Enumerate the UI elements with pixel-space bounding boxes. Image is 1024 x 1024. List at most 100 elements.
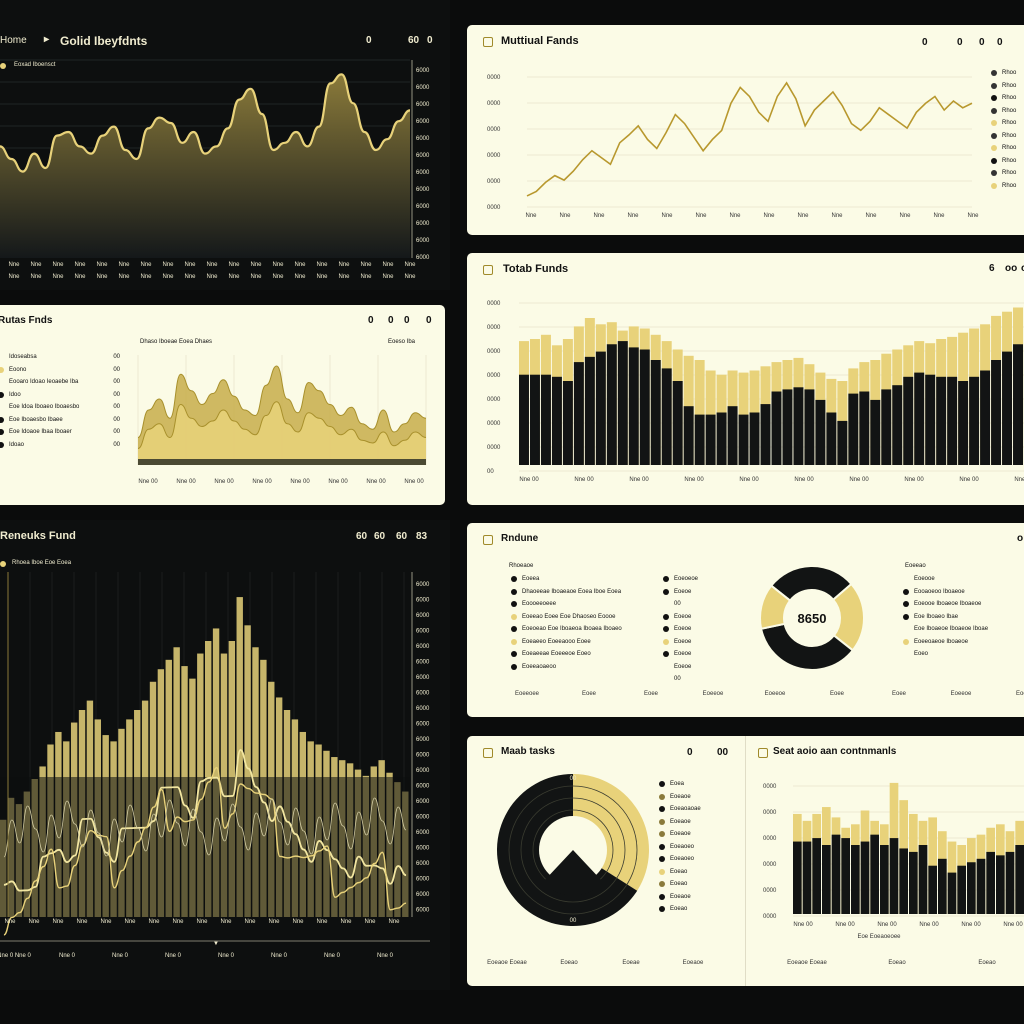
panel3-chart: Nne 00 Nne 00 Nne 00 Nne 00 Nne 00 Nne 00 Nne … bbox=[137, 355, 427, 485]
p7-legend-dot-7 bbox=[659, 868, 665, 875]
c1-xtick-13: Nne bbox=[294, 262, 306, 268]
p3-legend-dot-5 bbox=[0, 416, 4, 423]
c4-bar-dark bbox=[705, 414, 716, 465]
p2-legend-label-3: Rhoo bbox=[1002, 107, 1017, 114]
panel4-ctrl-0[interactable]: 6 bbox=[989, 263, 995, 274]
panel8-title: Seat aoio aan contnmanls bbox=[773, 746, 897, 757]
c1-ytick-3: 6000 bbox=[416, 119, 430, 125]
panel2-ctrl-2[interactable]: 0 bbox=[979, 37, 985, 48]
panel1-ctrl-2[interactable]: 0 bbox=[427, 35, 433, 46]
p8-bottom-2: Eoeao bbox=[978, 960, 996, 966]
c4-bar-dark bbox=[859, 391, 870, 465]
panel5-ctrl-3[interactable]: 83 bbox=[416, 531, 428, 542]
panel7-ctrl-0[interactable]: 0 bbox=[687, 747, 693, 758]
p7-legend-label-0: Eoea bbox=[670, 781, 685, 788]
panel1-ctrl-0[interactable]: 0 bbox=[366, 35, 372, 46]
panel7-legend: Eoea Eoeaoe Eoeaoaoae Eoeaoe Eoeaoe Eoeaoeo Eo… bbox=[659, 778, 739, 916]
c3-xtick-7: Nne 00 bbox=[404, 479, 424, 485]
p3-legend-item-1: Eoono 00 bbox=[0, 364, 120, 377]
c4-bar-dark bbox=[519, 374, 529, 465]
c8-xtick-2: Nne 00 bbox=[877, 922, 897, 928]
c4-bar-dark bbox=[991, 360, 1002, 465]
c8-bar-dark bbox=[957, 865, 966, 914]
c2-ytick-5: 0000 bbox=[487, 205, 501, 211]
panel2-ctrl-3[interactable]: 0 bbox=[997, 37, 1003, 48]
panel5-ctrl-1[interactable]: 60 bbox=[374, 531, 386, 542]
panel4-ctrl-2[interactable]: o bbox=[1021, 263, 1024, 274]
p6-leftval-item-0: Eoeoeoe bbox=[663, 573, 723, 586]
p6-left-item-7: Eoeeaoaeoo bbox=[511, 661, 661, 674]
p6-right-dot-2 bbox=[903, 601, 909, 608]
p6-right-label-1: Eooaoeoo Iboaeoe bbox=[914, 588, 965, 595]
p7-legend-dot-0 bbox=[659, 781, 665, 788]
c1-ytick-7: 6000 bbox=[416, 187, 430, 193]
panel3-ctrl-1[interactable]: 0 bbox=[388, 315, 394, 326]
c2-xtick-5: Nne bbox=[695, 213, 707, 219]
panel1-menu-label[interactable]: Home bbox=[0, 35, 27, 46]
p3-legend-label-6: Eoe Idoaoe Ibaa Iboaer bbox=[9, 429, 72, 436]
p2-legend-label-9: Rhoo bbox=[1002, 182, 1017, 189]
panel1-nav-arrow[interactable]: ▸ bbox=[44, 34, 50, 45]
panel3-ctrl-2[interactable]: 0 bbox=[404, 315, 410, 326]
panel4-square-icon bbox=[483, 265, 493, 275]
panel3-ctrl-0[interactable]: 0 bbox=[368, 315, 374, 326]
c5-ytick-8: 6000 bbox=[416, 706, 430, 712]
p2-legend-item-8: Rhoo bbox=[991, 167, 1016, 180]
c5-bottom-0: Nne 0 Nne 0 bbox=[0, 953, 32, 959]
c8-bar-dark bbox=[947, 872, 957, 914]
p6-leftval-dot-2 bbox=[663, 601, 669, 608]
c3-xtick-4: Nne 00 bbox=[290, 479, 310, 485]
c5-ytick-19: 6000 bbox=[416, 877, 430, 883]
p3-legend-item-5: Eoe Iboaesbo Ibaee 00 bbox=[0, 414, 120, 427]
c4-xtick-5: Nne 00 bbox=[794, 477, 814, 483]
panel6-ctrl-0[interactable]: o bbox=[1017, 533, 1024, 544]
c8-xtick-3: Nne 00 bbox=[919, 922, 939, 928]
p6-left-label-5: Eoeaeeo Eoeeaooo Eoee bbox=[522, 638, 591, 645]
c4-bar-dark bbox=[661, 368, 672, 465]
panel6-axis: Eoeeoee Eoee Eoee Eoeeoe Eoeeoe Eoee Eoee Eoeeo… bbox=[515, 691, 1024, 697]
p7-legend-label-1: Eoeaoe bbox=[670, 793, 691, 800]
panel1-ctrl-1[interactable]: 60 bbox=[408, 35, 420, 46]
p7-legend-label-5: Eoeaoeo bbox=[670, 843, 695, 850]
panel4-ctrl-1[interactable]: oo bbox=[1005, 263, 1018, 274]
c4-ytick-0: 0000 bbox=[487, 301, 501, 307]
p6-leftval-label-7: Eoeoe bbox=[674, 663, 692, 670]
c8-bar-dark bbox=[802, 841, 812, 914]
p6-slice-2 bbox=[759, 622, 855, 671]
panel7-bottom-axis: Eoeaoe Eoeae Eoeao Eoeae Eoeaoe Eoeaoe Eoeae… bbox=[487, 960, 996, 966]
panel5-ctrl-2[interactable]: 60 bbox=[396, 531, 408, 542]
p7-legend-label-10: Eoeao bbox=[670, 906, 688, 913]
c4-ytick-5: 0000 bbox=[487, 421, 501, 427]
panel5-ctrl-0[interactable]: 60 bbox=[356, 531, 368, 542]
p7-legend-item-9: Eoeaoe bbox=[659, 891, 739, 904]
c4-xtick-3: Nne 00 bbox=[684, 477, 704, 483]
panel7-ctrl-1[interactable]: 00 bbox=[717, 747, 729, 758]
c8-bar-dark bbox=[976, 858, 986, 914]
panel5-chart: 6000 6000 6000 6000 6000 6000 6000 6000 6000 6000… bbox=[0, 572, 430, 959]
panel2-ctrl-0[interactable]: 0 bbox=[922, 37, 928, 48]
c1-xtick-4: Nne bbox=[96, 262, 108, 268]
c3-series-line-1 bbox=[137, 401, 427, 449]
panel2-ctrl-1[interactable]: 0 bbox=[957, 37, 963, 48]
c5-ytick-12: 6000 bbox=[416, 768, 430, 774]
c4-bar-dark bbox=[848, 393, 859, 465]
p6-slice-3 bbox=[759, 584, 792, 630]
c4-bar-dark bbox=[958, 381, 969, 465]
p3-legend-label-3: Idoo bbox=[9, 391, 21, 398]
c5-bar bbox=[212, 628, 220, 917]
panel-rutas-funds: Rutas Fnds 0 0 0 0 Dhaso Iboeae Eoea Dha… bbox=[0, 305, 445, 505]
p6-leftval-item-8: 00 bbox=[663, 673, 723, 686]
panel6-left-legend: Eoeea Dhaoeeae Iboaeaoe Eoea Iboe Eoea Eoo… bbox=[511, 573, 661, 673]
p2-legend-label-4: Rhoo bbox=[1002, 120, 1017, 127]
c5-xtick-12: Nne bbox=[292, 919, 304, 925]
p7-legend-label-3: Eoeaoe bbox=[670, 818, 691, 825]
panel3-ctrl-3[interactable]: 0 bbox=[426, 315, 432, 326]
p6-leftval-dot-3 bbox=[663, 613, 669, 620]
c8-bar-dark bbox=[831, 834, 841, 914]
c1-xtick2-1: Nne bbox=[30, 274, 42, 280]
c4-bar-dark bbox=[804, 389, 815, 465]
p7-xtick-1: Eoeao bbox=[560, 960, 578, 966]
c5-xtick-14: Nne bbox=[340, 919, 352, 925]
p2-legend-item-7: Rhoo bbox=[991, 155, 1016, 168]
panel2-legend: Rhoo Rhoo Rhoo Rhoo Rhoo Rhoo Rhoo Rhoo Rhoo Rhoo bbox=[991, 67, 1016, 192]
